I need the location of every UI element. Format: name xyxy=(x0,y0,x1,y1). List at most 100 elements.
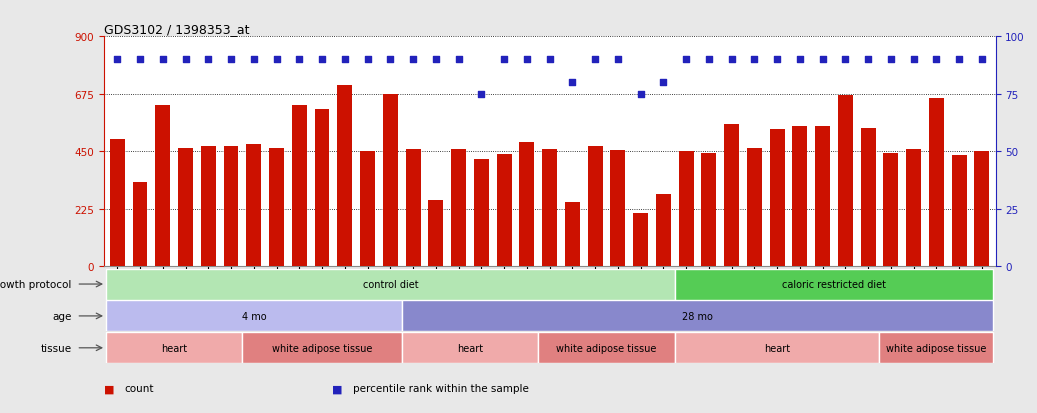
Point xyxy=(314,57,331,64)
Bar xyxy=(337,85,353,267)
Text: white adipose tissue: white adipose tissue xyxy=(887,343,986,353)
Text: growth protocol: growth protocol xyxy=(0,279,72,290)
Bar xyxy=(656,194,671,267)
Bar xyxy=(542,150,557,267)
Bar xyxy=(201,147,216,267)
Text: 28 mo: 28 mo xyxy=(682,311,712,321)
Point xyxy=(974,57,990,64)
Bar xyxy=(292,106,307,267)
Text: heart: heart xyxy=(457,343,483,353)
Bar xyxy=(675,269,993,300)
Point xyxy=(109,57,125,64)
Bar xyxy=(224,147,239,267)
Point xyxy=(496,57,512,64)
Point xyxy=(655,80,672,86)
Point xyxy=(518,57,535,64)
Bar xyxy=(110,139,124,267)
Point xyxy=(269,57,285,64)
Point xyxy=(701,57,718,64)
Bar xyxy=(884,154,898,267)
Point xyxy=(246,57,262,64)
Point xyxy=(746,57,762,64)
Bar xyxy=(106,301,401,332)
Point xyxy=(768,57,785,64)
Point xyxy=(359,57,375,64)
Bar xyxy=(792,127,807,267)
Bar xyxy=(565,202,580,267)
Bar xyxy=(497,154,511,267)
Bar xyxy=(815,127,830,267)
Point xyxy=(223,57,240,64)
Text: control diet: control diet xyxy=(363,279,418,290)
Point xyxy=(155,57,171,64)
Point xyxy=(837,57,853,64)
Bar xyxy=(474,160,488,267)
Text: white adipose tissue: white adipose tissue xyxy=(556,343,656,353)
Bar xyxy=(270,148,284,267)
Point xyxy=(382,57,398,64)
Text: percentile rank within the sample: percentile rank within the sample xyxy=(353,383,529,393)
Bar xyxy=(747,149,762,267)
Bar xyxy=(769,130,785,267)
Bar xyxy=(975,152,989,267)
Point xyxy=(587,57,604,64)
Text: heart: heart xyxy=(161,343,188,353)
Point xyxy=(905,57,922,64)
Text: GDS3102 / 1398353_at: GDS3102 / 1398353_at xyxy=(104,23,249,36)
Bar xyxy=(538,332,675,363)
Point xyxy=(633,91,649,98)
Bar xyxy=(520,142,534,267)
Point xyxy=(860,57,876,64)
Point xyxy=(814,57,831,64)
Bar xyxy=(611,151,625,267)
Bar xyxy=(106,332,243,363)
Point xyxy=(564,80,581,86)
Point xyxy=(291,57,308,64)
Bar xyxy=(133,183,147,267)
Text: heart: heart xyxy=(764,343,790,353)
Point xyxy=(132,57,148,64)
Bar xyxy=(428,201,443,267)
Bar xyxy=(879,332,993,363)
Bar xyxy=(401,332,538,363)
Bar xyxy=(405,150,420,267)
Bar xyxy=(156,106,170,267)
Text: tissue: tissue xyxy=(40,343,72,353)
Bar xyxy=(679,151,694,267)
Point xyxy=(177,57,194,64)
Bar xyxy=(634,214,648,267)
Text: white adipose tissue: white adipose tissue xyxy=(272,343,372,353)
Text: ■: ■ xyxy=(332,383,342,393)
Bar xyxy=(952,155,966,267)
Bar xyxy=(675,332,879,363)
Point xyxy=(427,57,444,64)
Point xyxy=(928,57,945,64)
Bar xyxy=(724,125,739,267)
Text: 4 mo: 4 mo xyxy=(242,311,267,321)
Text: caloric restricted diet: caloric restricted diet xyxy=(782,279,886,290)
Point xyxy=(610,57,626,64)
Point xyxy=(200,57,217,64)
Bar xyxy=(106,269,675,300)
Bar xyxy=(929,99,944,267)
Point xyxy=(541,57,558,64)
Text: count: count xyxy=(124,383,153,393)
Point xyxy=(404,57,421,64)
Bar xyxy=(360,151,375,267)
Bar xyxy=(451,150,466,267)
Point xyxy=(473,91,489,98)
Text: ■: ■ xyxy=(104,383,114,393)
Bar xyxy=(906,150,921,267)
Point xyxy=(724,57,740,64)
Bar xyxy=(247,145,261,267)
Bar xyxy=(861,128,875,267)
Bar xyxy=(243,332,401,363)
Point xyxy=(882,57,899,64)
Point xyxy=(791,57,808,64)
Point xyxy=(337,57,354,64)
Bar xyxy=(401,301,993,332)
Point xyxy=(678,57,695,64)
Bar xyxy=(178,148,193,267)
Text: age: age xyxy=(53,311,72,321)
Bar xyxy=(588,147,602,267)
